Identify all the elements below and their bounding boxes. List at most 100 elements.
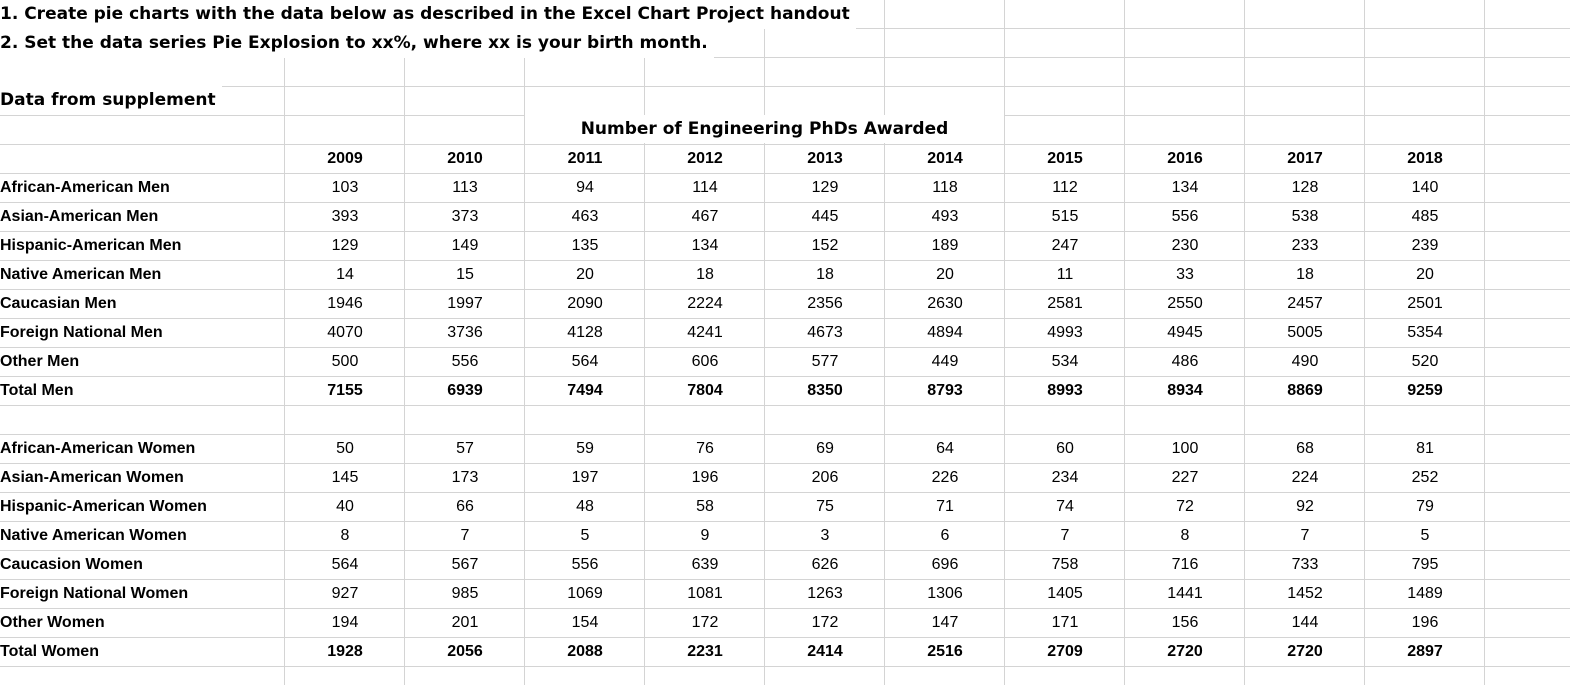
data-cell[interactable]: 20 <box>936 266 954 283</box>
data-cell[interactable]: 2224 <box>687 295 723 312</box>
data-cell[interactable]: 171 <box>1051 614 1079 631</box>
data-cell[interactable]: 373 <box>451 208 479 225</box>
data-cell[interactable]: 100 <box>1171 440 1199 457</box>
row-label[interactable]: African-American Men <box>0 179 170 196</box>
data-cell[interactable]: 58 <box>696 498 714 515</box>
data-cell[interactable]: 490 <box>1291 353 1319 370</box>
data-cell[interactable]: 467 <box>691 208 719 225</box>
data-cell[interactable]: 76 <box>696 440 714 457</box>
data-cell[interactable]: 20 <box>576 266 594 283</box>
data-cell[interactable]: 5354 <box>1407 324 1443 341</box>
data-cell[interactable]: 196 <box>1411 614 1439 631</box>
data-cell[interactable]: 8 <box>340 527 350 544</box>
data-cell[interactable]: 2090 <box>567 295 603 312</box>
total-cell[interactable]: 2088 <box>567 643 603 660</box>
year-header[interactable]: 2014 <box>927 150 963 167</box>
data-cell[interactable]: 18 <box>816 266 834 283</box>
total-cell[interactable]: 7155 <box>327 382 363 399</box>
year-header[interactable]: 2012 <box>687 150 723 167</box>
data-cell[interactable]: 113 <box>452 179 478 196</box>
data-cell[interactable]: 149 <box>451 237 479 254</box>
data-cell[interactable]: 194 <box>331 614 359 631</box>
data-cell[interactable]: 94 <box>576 179 594 196</box>
row-label[interactable]: Caucasion Women <box>0 556 143 573</box>
row-label[interactable]: Native American Men <box>0 266 162 283</box>
data-cell[interactable]: 515 <box>1051 208 1079 225</box>
data-cell[interactable]: 556 <box>571 556 599 573</box>
row-label[interactable]: Foreign National Men <box>0 324 163 341</box>
data-cell[interactable]: 15 <box>456 266 474 283</box>
data-cell[interactable]: 129 <box>331 237 359 254</box>
year-header[interactable]: 2010 <box>447 150 483 167</box>
data-cell[interactable]: 985 <box>451 585 479 602</box>
data-cell[interactable]: 239 <box>1411 237 1439 254</box>
data-cell[interactable]: 230 <box>1171 237 1199 254</box>
data-cell[interactable]: 50 <box>336 440 354 457</box>
total-cell[interactable]: 2897 <box>1407 643 1443 660</box>
total-cell[interactable]: 1928 <box>327 643 363 660</box>
total-cell[interactable]: 9259 <box>1407 382 1443 399</box>
data-cell[interactable]: 2581 <box>1047 295 1083 312</box>
data-cell[interactable]: 103 <box>331 179 359 196</box>
data-cell[interactable]: 71 <box>936 498 954 515</box>
data-cell[interactable]: 500 <box>331 353 359 370</box>
total-cell[interactable]: 7804 <box>687 382 723 399</box>
data-cell[interactable]: 5 <box>580 527 590 544</box>
data-cell[interactable]: 75 <box>816 498 834 515</box>
data-cell[interactable]: 493 <box>931 208 959 225</box>
data-cell[interactable]: 564 <box>571 353 599 370</box>
data-cell[interactable]: 201 <box>451 614 479 631</box>
data-cell[interactable]: 1441 <box>1167 585 1203 602</box>
data-cell[interactable]: 114 <box>692 179 718 196</box>
data-cell[interactable]: 66 <box>456 498 474 515</box>
data-cell[interactable]: 197 <box>571 469 599 486</box>
data-cell[interactable]: 5005 <box>1287 324 1323 341</box>
data-cell[interactable]: 1452 <box>1287 585 1323 602</box>
data-cell[interactable]: 927 <box>331 585 359 602</box>
data-cell[interactable]: 226 <box>931 469 959 486</box>
data-cell[interactable]: 5 <box>1420 527 1430 544</box>
data-cell[interactable]: 144 <box>1291 614 1319 631</box>
data-cell[interactable]: 69 <box>816 440 834 457</box>
data-cell[interactable]: 556 <box>451 353 479 370</box>
data-cell[interactable]: 172 <box>691 614 719 631</box>
data-cell[interactable]: 92 <box>1296 498 1314 515</box>
data-cell[interactable]: 2457 <box>1287 295 1323 312</box>
year-header[interactable]: 2013 <box>807 150 843 167</box>
total-cell[interactable]: 8350 <box>807 382 843 399</box>
data-cell[interactable]: 1263 <box>807 585 843 602</box>
data-cell[interactable]: 4993 <box>1047 324 1083 341</box>
data-cell[interactable]: 520 <box>1411 353 1439 370</box>
data-cell[interactable]: 81 <box>1416 440 1434 457</box>
data-cell[interactable]: 11 <box>1056 266 1074 283</box>
data-cell[interactable]: 64 <box>936 440 954 457</box>
data-cell[interactable]: 112 <box>1052 179 1078 196</box>
data-cell[interactable]: 196 <box>691 469 719 486</box>
row-label[interactable]: Hispanic-American Men <box>0 237 182 254</box>
data-cell[interactable]: 20 <box>1416 266 1434 283</box>
data-cell[interactable]: 206 <box>811 469 839 486</box>
total-cell[interactable]: 2709 <box>1047 643 1083 660</box>
data-cell[interactable]: 74 <box>1056 498 1074 515</box>
data-cell[interactable]: 233 <box>1291 237 1319 254</box>
data-cell[interactable]: 733 <box>1291 556 1319 573</box>
row-label[interactable]: Total Men <box>0 382 74 399</box>
data-cell[interactable]: 567 <box>451 556 479 573</box>
row-label[interactable]: Other Women <box>0 614 105 631</box>
data-cell[interactable]: 40 <box>336 498 354 515</box>
row-label[interactable]: Asian-American Men <box>0 208 159 225</box>
data-cell[interactable]: 606 <box>691 353 719 370</box>
data-cell[interactable]: 445 <box>811 208 839 225</box>
data-cell[interactable]: 224 <box>1291 469 1319 486</box>
data-cell[interactable]: 485 <box>1411 208 1439 225</box>
data-cell[interactable]: 247 <box>1051 237 1079 254</box>
data-cell[interactable]: 2630 <box>927 295 963 312</box>
instruction-row-1[interactable]: 1. Create pie charts with the data below… <box>0 0 1570 29</box>
data-cell[interactable]: 7 <box>1300 527 1310 544</box>
data-cell[interactable]: 4894 <box>927 324 963 341</box>
data-cell[interactable]: 18 <box>1296 266 1314 283</box>
row-label[interactable]: African-American Women <box>0 440 196 457</box>
data-cell[interactable]: 1489 <box>1407 585 1443 602</box>
data-cell[interactable]: 8 <box>1180 527 1190 544</box>
data-cell[interactable]: 129 <box>811 179 839 196</box>
